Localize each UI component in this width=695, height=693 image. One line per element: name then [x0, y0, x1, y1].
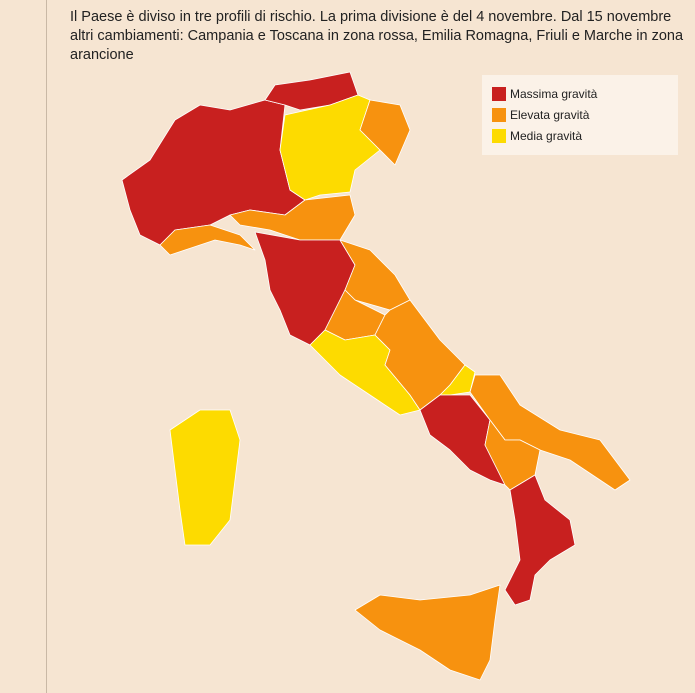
legend-swatch: [492, 87, 506, 101]
side-rule: [46, 0, 47, 693]
legend-item: Massima gravità: [492, 86, 597, 102]
region: [169, 409, 241, 546]
region: [504, 474, 576, 606]
region: [279, 94, 381, 201]
description: Il Paese è diviso in tre profili di risc…: [70, 9, 684, 63]
region: [159, 224, 256, 256]
legend-label: Media gravità: [510, 129, 583, 143]
legend: Massima gravità Elevata gravità Media grav…: [482, 75, 678, 155]
legend-label: Massima gravità: [510, 87, 598, 101]
region: [354, 584, 501, 681]
region: [359, 99, 411, 166]
legend-item: Elevata gravità: [492, 107, 589, 123]
legend-swatch: [492, 129, 506, 143]
legend-swatch: [492, 108, 506, 122]
legend-item: Media gravità: [492, 128, 582, 144]
region: [229, 194, 356, 241]
legend-label: Elevata gravità: [510, 108, 590, 122]
